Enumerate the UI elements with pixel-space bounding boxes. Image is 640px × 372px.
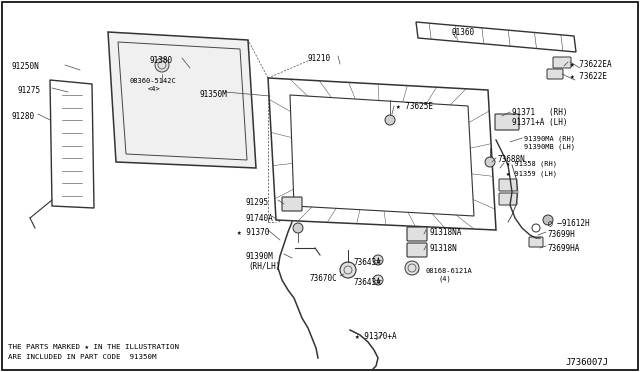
FancyBboxPatch shape: [282, 197, 302, 211]
Text: 08168-6121A: 08168-6121A: [426, 268, 473, 274]
Text: 91280: 91280: [12, 112, 35, 121]
Text: <4>: <4>: [148, 86, 161, 92]
Text: 91275: 91275: [18, 86, 41, 95]
Circle shape: [340, 262, 356, 278]
Text: 91371   (RH): 91371 (RH): [512, 108, 568, 117]
Text: 73643A: 73643A: [354, 258, 381, 267]
Text: 73699HA: 73699HA: [548, 244, 580, 253]
FancyBboxPatch shape: [499, 179, 517, 191]
FancyBboxPatch shape: [499, 193, 517, 205]
Text: 91390MB (LH): 91390MB (LH): [524, 143, 575, 150]
Text: ★ 91358 (RH): ★ 91358 (RH): [506, 160, 557, 167]
Circle shape: [385, 115, 395, 125]
Text: 91390M: 91390M: [245, 252, 273, 261]
Circle shape: [155, 58, 169, 72]
Text: 91360: 91360: [452, 28, 475, 37]
Text: (RH/LH): (RH/LH): [248, 262, 280, 271]
Text: THE PARTS MARKED ★ IN THE ILLUSTRATION: THE PARTS MARKED ★ IN THE ILLUSTRATION: [8, 344, 179, 350]
Text: 73688N: 73688N: [498, 155, 525, 164]
Text: 73699H: 73699H: [548, 230, 576, 239]
Text: (4): (4): [438, 276, 451, 282]
Text: 91318NA: 91318NA: [430, 228, 462, 237]
Text: ★ 73625E: ★ 73625E: [396, 102, 433, 111]
Text: 91350M: 91350M: [200, 90, 228, 99]
Text: J736007J: J736007J: [565, 358, 608, 367]
Text: ★ 91370: ★ 91370: [237, 228, 269, 237]
Text: 73643A: 73643A: [354, 278, 381, 287]
Circle shape: [485, 157, 495, 167]
Circle shape: [373, 255, 383, 265]
Text: 91250N: 91250N: [12, 62, 40, 71]
Circle shape: [405, 261, 419, 275]
Text: ★ 91359 (LH): ★ 91359 (LH): [506, 170, 557, 176]
FancyBboxPatch shape: [407, 227, 427, 241]
Text: ★ 73622EA: ★ 73622EA: [570, 60, 612, 69]
Text: ARE INCLUDED IN PART CODE  91350M: ARE INCLUDED IN PART CODE 91350M: [8, 354, 157, 360]
Text: 91295: 91295: [246, 198, 269, 207]
Polygon shape: [108, 32, 256, 168]
FancyBboxPatch shape: [495, 114, 519, 130]
Text: 08360-5142C: 08360-5142C: [130, 78, 177, 84]
FancyBboxPatch shape: [407, 243, 427, 257]
Circle shape: [543, 215, 553, 225]
Text: 91371+A (LH): 91371+A (LH): [512, 118, 568, 127]
Text: 91210: 91210: [308, 54, 331, 63]
Text: ★ 73622E: ★ 73622E: [570, 72, 607, 81]
Text: 73670C: 73670C: [310, 274, 338, 283]
Text: ○ –91612H: ○ –91612H: [548, 218, 589, 227]
Circle shape: [293, 223, 303, 233]
Text: 91380: 91380: [150, 56, 173, 65]
Circle shape: [373, 275, 383, 285]
Text: ★ 91370+A: ★ 91370+A: [355, 332, 397, 341]
Text: 91318N: 91318N: [430, 244, 458, 253]
Text: 91740A: 91740A: [246, 214, 274, 223]
FancyBboxPatch shape: [553, 57, 571, 68]
FancyBboxPatch shape: [529, 237, 543, 247]
FancyBboxPatch shape: [547, 69, 563, 79]
Text: 91390MA (RH): 91390MA (RH): [524, 135, 575, 141]
